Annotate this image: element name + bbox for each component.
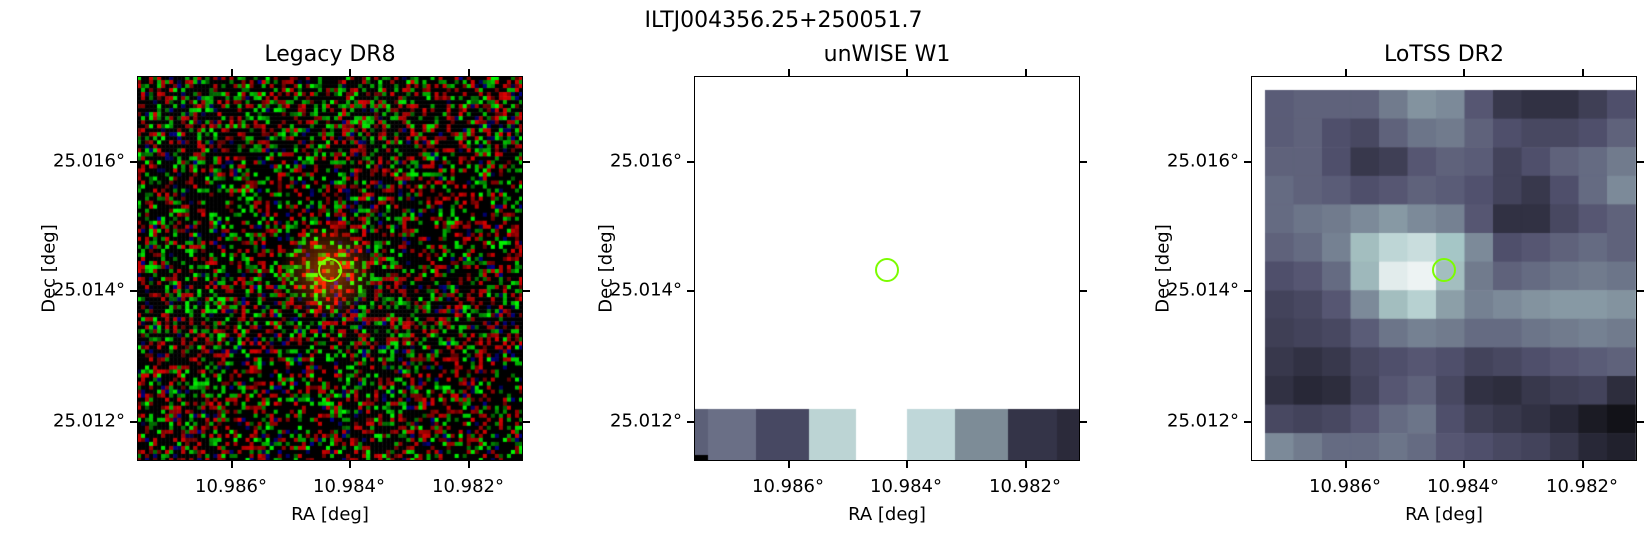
y-tick-mark-right	[523, 421, 530, 423]
x-tick-label: 10.984°	[313, 476, 385, 497]
x-tick-mark	[788, 461, 790, 468]
x-tick-mark	[349, 461, 351, 468]
y-tick-label: 25.014°	[53, 279, 125, 301]
x-tick-label: 10.986°	[752, 476, 824, 497]
x-tick-mark	[231, 461, 233, 468]
x-axis-label: RA [deg]	[291, 504, 369, 525]
x-tick-mark-top	[1582, 69, 1584, 76]
source-marker-circle	[875, 258, 899, 282]
x-tick-label: 10.982°	[1546, 476, 1618, 497]
y-tick-mark	[1244, 421, 1251, 423]
legacy-dr8-panel: Legacy DR8	[137, 0, 523, 539]
x-axis-label: RA [deg]	[1405, 504, 1483, 525]
y-tick-mark	[130, 161, 137, 163]
y-tick-mark-right	[523, 161, 530, 163]
lotss-dr2-panel: LoTSS DR2	[1251, 0, 1637, 539]
panel-title: LoTSS DR2	[1384, 42, 1504, 67]
x-tick-mark-top	[231, 69, 233, 76]
y-tick-mark-right	[1080, 161, 1087, 163]
x-tick-mark-top	[906, 69, 908, 76]
unwise-w1-panel: unWISE W1	[694, 0, 1080, 539]
y-tick-label: 25.012°	[1167, 410, 1239, 432]
y-tick-label: 25.014°	[1167, 279, 1239, 301]
x-tick-mark	[1345, 461, 1347, 468]
y-axis-label: Dec [deg]	[1152, 223, 1174, 313]
y-tick-mark-right	[1080, 421, 1087, 423]
y-tick-mark	[687, 421, 694, 423]
source-marker-circle	[318, 258, 342, 282]
unwise-image-axes	[694, 76, 1080, 461]
y-tick-mark-right	[523, 290, 530, 292]
legacy-image-axes	[137, 76, 523, 461]
y-tick-mark-right	[1637, 161, 1644, 163]
y-axis-label: Dec [deg]	[38, 223, 60, 313]
y-tick-mark-right	[1080, 290, 1087, 292]
x-tick-mark	[1463, 461, 1465, 468]
y-tick-label: 25.012°	[53, 410, 125, 432]
x-tick-mark-top	[1345, 69, 1347, 76]
x-tick-mark-top	[788, 69, 790, 76]
x-tick-mark-top	[1463, 69, 1465, 76]
x-tick-mark	[906, 461, 908, 468]
panel-title: unWISE W1	[823, 42, 951, 67]
panel-title: Legacy DR8	[264, 42, 396, 67]
y-tick-mark	[1244, 161, 1251, 163]
y-axis-label: Dec [deg]	[595, 223, 617, 313]
x-tick-label: 10.984°	[1427, 476, 1499, 497]
y-tick-label: 25.014°	[610, 279, 682, 301]
x-tick-label: 10.986°	[195, 476, 267, 497]
x-tick-mark-top	[468, 69, 470, 76]
x-tick-mark	[468, 461, 470, 468]
y-tick-mark	[1244, 290, 1251, 292]
y-tick-label: 25.016°	[1167, 150, 1239, 172]
lotss-image-axes	[1251, 76, 1637, 461]
y-tick-label: 25.012°	[610, 410, 682, 432]
x-tick-label: 10.984°	[870, 476, 942, 497]
y-tick-mark	[687, 161, 694, 163]
figure-title: ILTJ004356.25+250051.7	[644, 8, 923, 33]
x-tick-mark-top	[1025, 69, 1027, 76]
y-tick-mark	[130, 421, 137, 423]
x-tick-label: 10.982°	[989, 476, 1061, 497]
y-tick-mark-right	[1637, 290, 1644, 292]
y-tick-mark	[687, 290, 694, 292]
y-tick-label: 25.016°	[610, 150, 682, 172]
x-axis-label: RA [deg]	[848, 504, 926, 525]
source-marker-circle	[1432, 258, 1456, 282]
x-tick-mark	[1582, 461, 1584, 468]
y-tick-label: 25.016°	[53, 150, 125, 172]
y-tick-mark-right	[1637, 421, 1644, 423]
x-tick-label: 10.982°	[432, 476, 504, 497]
x-tick-mark	[1025, 461, 1027, 468]
y-tick-mark	[130, 290, 137, 292]
x-tick-mark-top	[349, 69, 351, 76]
x-tick-label: 10.986°	[1309, 476, 1381, 497]
